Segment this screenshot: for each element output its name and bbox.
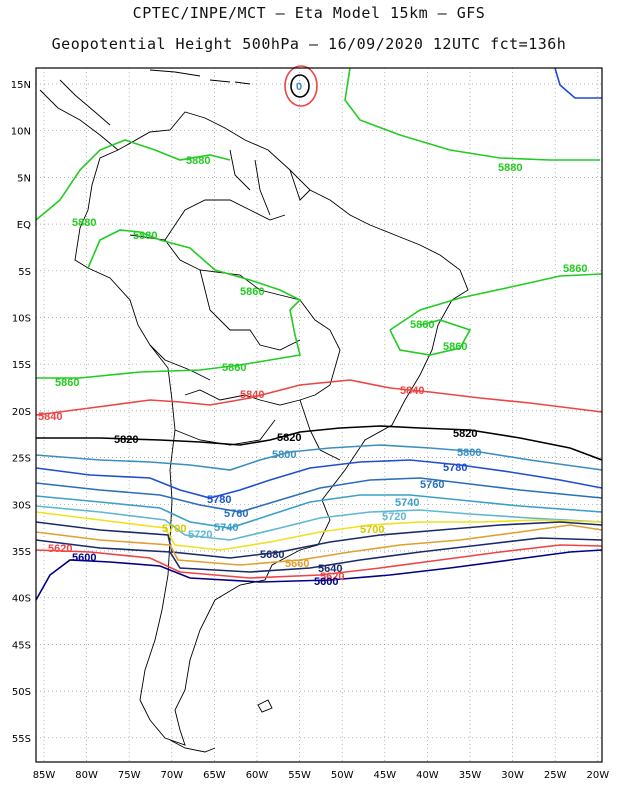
label-5760: 5760 <box>420 479 444 491</box>
lon-tick-label: 60W <box>246 770 269 781</box>
lon-tick-label: 75W <box>118 770 141 781</box>
contour-5720 <box>35 505 603 541</box>
label-5640: 5640 <box>318 563 342 575</box>
lat-tick-label: 5S <box>18 267 31 278</box>
country-borders <box>129 149 341 461</box>
contour-5880-north <box>344 67 600 161</box>
label-5800: 5800 <box>457 447 481 459</box>
contour-5740 <box>35 494 603 529</box>
contour-5840 <box>35 379 603 416</box>
label-5740: 5740 <box>395 497 419 509</box>
lat-tick-label: 20S <box>12 407 31 418</box>
label-5860: 5860 <box>240 286 264 298</box>
contour-low-outer <box>284 65 318 107</box>
lon-tick-label: 45W <box>373 770 396 781</box>
label-5880: 5880 <box>498 162 522 174</box>
lon-tick-label: 85W <box>33 770 56 781</box>
label-5880: 5880 <box>133 230 157 242</box>
contour-labels: 5880 5880 5880 5880 5860 5860 5860 5860 … <box>38 81 587 588</box>
contour-5860-east <box>389 273 603 331</box>
label-5860: 5860 <box>222 362 246 374</box>
lat-tick-label: EQ <box>17 220 31 231</box>
label-5840: 5840 <box>400 385 424 397</box>
contour-5800 <box>35 444 603 471</box>
label-5820: 5820 <box>277 432 301 444</box>
coastline-borders <box>39 69 469 753</box>
contour-5760 <box>35 477 603 513</box>
figure-title: CPTEC/INPE/MCT – Eta Model 15km – GFS <box>132 4 486 22</box>
latitude-labels: 15N 10N 5N EQ 5S 10S 15S 20S 25S 30S 35S 40S 45S 50S 5… <box>11 80 31 745</box>
label-5660: 5660 <box>285 558 309 570</box>
lat-tick-label: 10S <box>12 314 31 325</box>
label-5760: 5760 <box>224 508 248 520</box>
label-5840: 5840 <box>38 411 62 423</box>
label-5680: 5680 <box>260 549 284 561</box>
contour-5860-sa <box>36 229 302 379</box>
contour-5700 <box>35 511 603 551</box>
contour-5860-loop <box>389 319 472 356</box>
lon-tick-label: 40W <box>416 770 439 781</box>
label-5880: 5880 <box>186 155 210 167</box>
label-5780: 5780 <box>443 462 467 474</box>
lat-tick-label: 40S <box>12 594 31 605</box>
label-5700: 5700 <box>360 524 384 536</box>
height-contours <box>35 65 603 601</box>
lat-tick-label: 35S <box>12 547 31 558</box>
lon-tick-label: 70W <box>160 770 183 781</box>
label-5600: 5600 <box>314 576 338 588</box>
label-5620: 5620 <box>320 571 344 583</box>
label-5840: 5840 <box>240 389 264 401</box>
lat-tick-label: 55S <box>12 734 31 745</box>
contour-5680 <box>35 521 603 559</box>
contour-blue-ne <box>554 67 602 99</box>
contour-5660 <box>35 524 603 566</box>
lat-tick-label: 30S <box>12 500 31 511</box>
longitude-labels: 85W 80W 75W 70W 65W 60W 55W 50W 45W 40W 35W 30W 25W 2… <box>33 770 610 781</box>
lat-tick-label: 50S <box>12 687 31 698</box>
label-5860: 5860 <box>563 263 587 275</box>
label-5820: 5820 <box>114 434 138 446</box>
contour-5820 <box>36 425 603 461</box>
contour-5780 <box>35 459 603 499</box>
label-5880: 5880 <box>72 217 96 229</box>
lon-tick-label: 30W <box>501 770 524 781</box>
contour-5880-west <box>35 139 231 221</box>
contour-5640 <box>35 537 603 573</box>
label-5700: 5700 <box>162 523 186 535</box>
lat-tick-label: 45S <box>12 640 31 651</box>
label-5860: 5860 <box>443 341 467 353</box>
contour-low-inner <box>290 74 310 98</box>
lon-tick-label: 50W <box>331 770 354 781</box>
lon-tick-label: 25W <box>544 770 567 781</box>
lat-tick-label: 25S <box>12 454 31 465</box>
label-5600: 5600 <box>72 552 96 564</box>
lon-tick-label: 80W <box>75 770 98 781</box>
label-5620: 5620 <box>48 543 72 555</box>
central-america-coastline <box>39 79 119 151</box>
label-5740: 5740 <box>214 522 238 534</box>
label-5780: 5780 <box>207 494 231 506</box>
label-5820: 5820 <box>453 428 477 440</box>
lon-tick-label: 35W <box>459 770 482 781</box>
map-frame <box>35 67 603 763</box>
label-5860: 5860 <box>410 319 434 331</box>
lat-tick-label: 5N <box>17 173 31 184</box>
lat-tick-label: 15N <box>11 80 31 91</box>
lon-tick-label: 65W <box>203 770 226 781</box>
label-5800: 5800 <box>272 449 296 461</box>
lon-tick-label: 20W <box>586 770 609 781</box>
label-5720: 5720 <box>188 529 212 541</box>
lat-tick-label: 10N <box>11 127 31 138</box>
figure-subtitle: Geopotential Height 500hPa – 16/09/2020 … <box>51 35 567 53</box>
label-5860: 5860 <box>55 377 79 389</box>
contour-5620 <box>35 544 603 579</box>
label-5720: 5720 <box>382 511 406 523</box>
lon-tick-label: 55W <box>288 770 311 781</box>
contour-5600 <box>35 549 603 601</box>
south-america-coastline <box>74 111 469 746</box>
lat-tick-label: 15S <box>12 360 31 371</box>
label-low-center: 0 <box>296 81 302 93</box>
